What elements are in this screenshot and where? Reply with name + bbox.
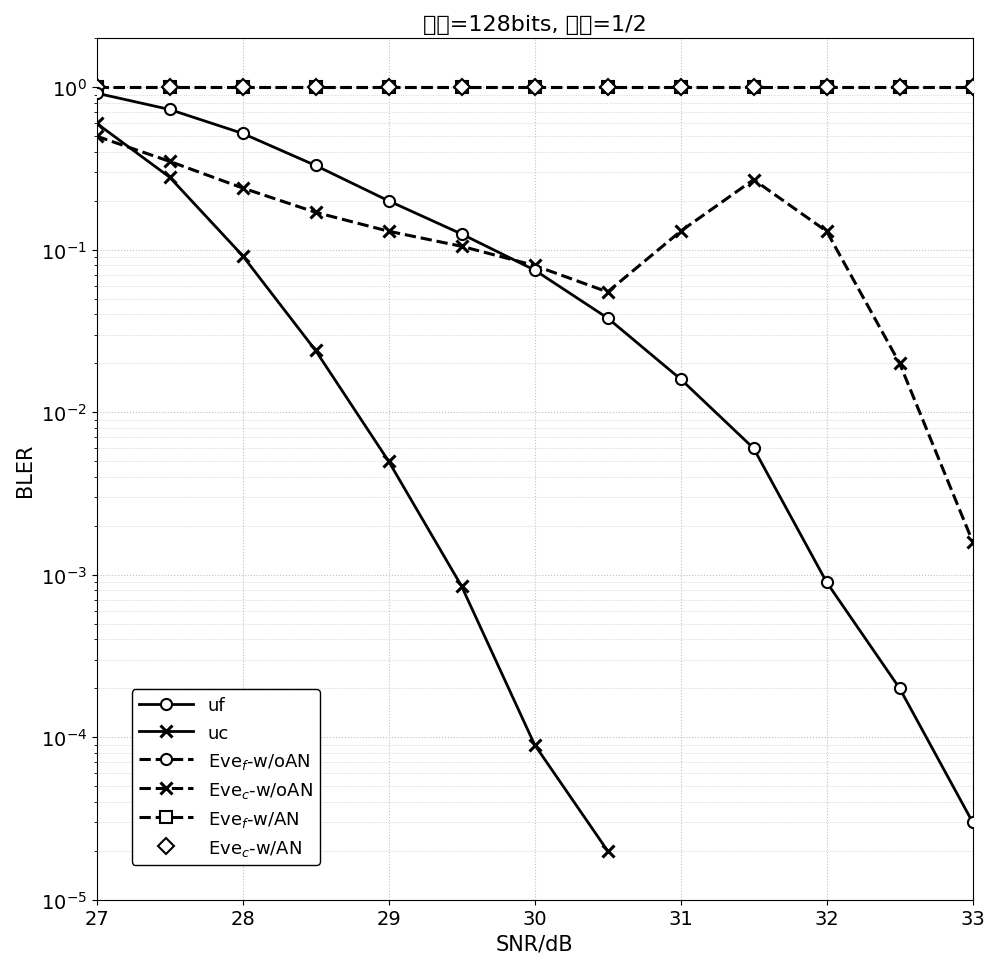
Eve$_f$-w/AN	[821, 82, 833, 94]
Eve$_f$-w/AN	[91, 82, 103, 94]
Eve$_c$-w/oAN	[164, 156, 176, 168]
Eve$_f$-w/oAN	[164, 82, 176, 94]
Eve$_f$-w/oAN	[91, 82, 103, 94]
Eve$_c$-w/oAN	[967, 536, 979, 547]
Eve$_c$-w/AN	[602, 82, 614, 94]
uf	[529, 265, 541, 276]
uf	[967, 817, 979, 828]
uc	[164, 172, 176, 184]
uc	[383, 455, 395, 467]
Eve$_c$-w/AN	[967, 82, 979, 94]
Eve$_f$-w/AN	[237, 82, 249, 94]
Eve$_f$-w/oAN	[894, 82, 906, 94]
Eve$_c$-w/AN	[529, 82, 541, 94]
Legend: uf, uc, Eve$_f$-w/oAN, Eve$_c$-w/oAN, Eve$_f$-w/AN, Eve$_c$-w/AN: uf, uc, Eve$_f$-w/oAN, Eve$_c$-w/oAN, Ev…	[132, 690, 320, 865]
Eve$_c$-w/oAN	[383, 226, 395, 237]
uf	[237, 129, 249, 141]
Eve$_f$-w/AN	[967, 82, 979, 94]
Eve$_f$-w/oAN	[602, 82, 614, 94]
Eve$_c$-w/oAN	[748, 174, 760, 186]
Eve$_f$-w/oAN	[748, 82, 760, 94]
Line: Eve$_f$-w/oAN: Eve$_f$-w/oAN	[91, 82, 978, 94]
Eve$_f$-w/AN	[310, 82, 322, 94]
Title: 码长=128bits, 码率=1/2: 码长=128bits, 码率=1/2	[423, 15, 646, 35]
Line: Eve$_f$-w/AN: Eve$_f$-w/AN	[91, 82, 978, 94]
uf	[894, 683, 906, 695]
Eve$_c$-w/AN	[237, 82, 249, 94]
Eve$_f$-w/AN	[675, 82, 687, 94]
Line: Eve$_c$-w/oAN: Eve$_c$-w/oAN	[90, 131, 979, 548]
Eve$_f$-w/oAN	[237, 82, 249, 94]
Eve$_f$-w/AN	[894, 82, 906, 94]
uf	[602, 313, 614, 325]
Eve$_f$-w/oAN	[967, 82, 979, 94]
Eve$_c$-w/AN	[675, 82, 687, 94]
uf	[675, 374, 687, 386]
uc	[310, 345, 322, 357]
Line: uc: uc	[90, 118, 614, 858]
Eve$_c$-w/AN	[91, 82, 103, 94]
Eve$_f$-w/oAN	[456, 82, 468, 94]
X-axis label: SNR/dB: SNR/dB	[496, 934, 573, 954]
Line: Eve$_c$-w/AN: Eve$_c$-w/AN	[91, 82, 978, 94]
Eve$_f$-w/AN	[383, 82, 395, 94]
Eve$_c$-w/AN	[383, 82, 395, 94]
Eve$_f$-w/AN	[529, 82, 541, 94]
Eve$_c$-w/AN	[748, 82, 760, 94]
Line: uf: uf	[91, 88, 978, 828]
Eve$_c$-w/oAN	[602, 287, 614, 298]
uc	[456, 580, 468, 592]
uf	[748, 443, 760, 454]
Eve$_c$-w/AN	[310, 82, 322, 94]
uf	[91, 88, 103, 100]
uf	[456, 229, 468, 240]
Eve$_c$-w/oAN	[529, 261, 541, 272]
Eve$_f$-w/AN	[748, 82, 760, 94]
Eve$_c$-w/oAN	[821, 226, 833, 237]
Eve$_c$-w/AN	[164, 82, 176, 94]
Eve$_f$-w/oAN	[529, 82, 541, 94]
Eve$_c$-w/oAN	[675, 226, 687, 237]
Eve$_f$-w/oAN	[821, 82, 833, 94]
Eve$_f$-w/AN	[602, 82, 614, 94]
Eve$_c$-w/oAN	[310, 207, 322, 219]
Eve$_c$-w/oAN	[894, 359, 906, 370]
Eve$_f$-w/oAN	[675, 82, 687, 94]
Eve$_c$-w/oAN	[237, 183, 249, 195]
Eve$_f$-w/AN	[164, 82, 176, 94]
uc	[237, 251, 249, 263]
Eve$_f$-w/oAN	[310, 82, 322, 94]
uf	[164, 105, 176, 116]
Eve$_f$-w/AN	[456, 82, 468, 94]
uf	[821, 577, 833, 588]
uc	[91, 118, 103, 130]
uc	[529, 739, 541, 751]
uf	[383, 196, 395, 207]
Eve$_c$-w/oAN	[91, 131, 103, 142]
uc	[602, 845, 614, 857]
Y-axis label: BLER: BLER	[15, 443, 35, 496]
Eve$_c$-w/oAN	[456, 241, 468, 253]
Eve$_f$-w/oAN	[383, 82, 395, 94]
Eve$_c$-w/AN	[456, 82, 468, 94]
Eve$_c$-w/AN	[894, 82, 906, 94]
uf	[310, 161, 322, 172]
Eve$_c$-w/AN	[821, 82, 833, 94]
